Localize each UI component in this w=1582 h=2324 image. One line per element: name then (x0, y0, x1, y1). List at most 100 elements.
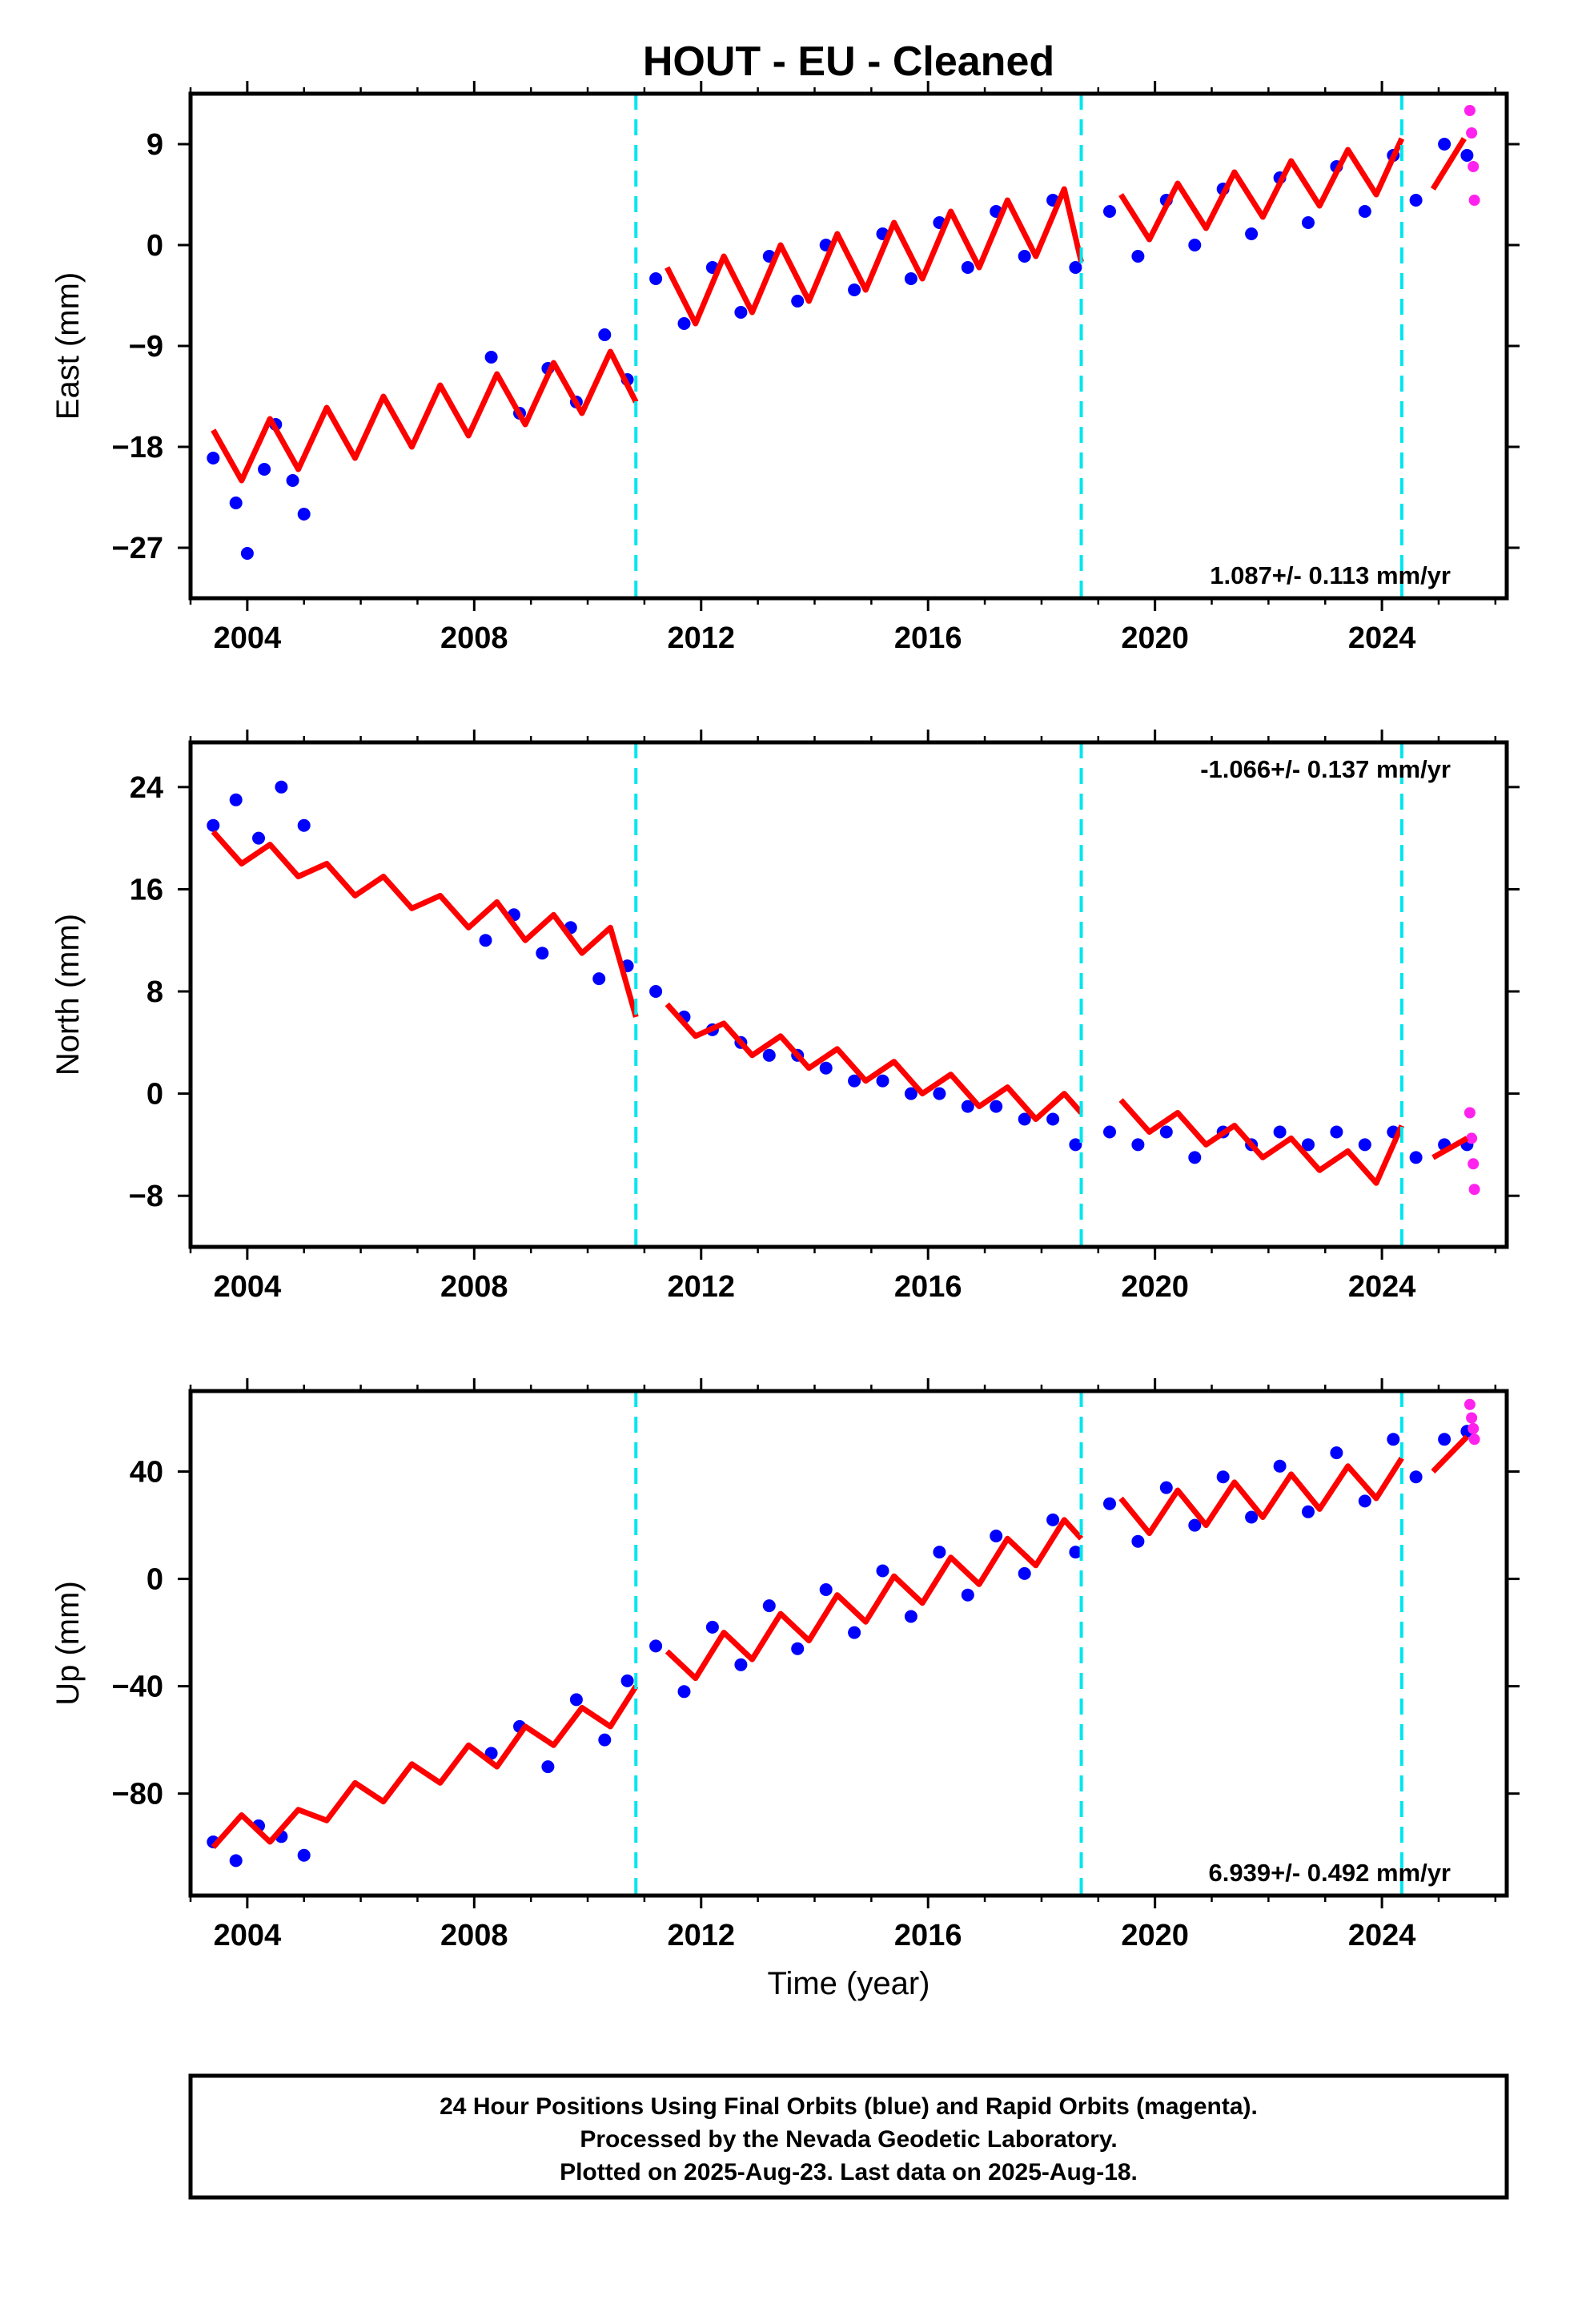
final-orbit-point (1131, 1534, 1145, 1548)
final-orbit-point (734, 306, 748, 319)
final-orbit-point (933, 1546, 946, 1559)
final-orbit-point (229, 497, 243, 509)
final-orbit-point (1103, 1497, 1116, 1510)
model-fit-line (1118, 137, 1405, 243)
x-tick-label: 2008 (440, 621, 508, 655)
final-orbit-point (1188, 1518, 1202, 1532)
x-axis-label: Time (year) (768, 1966, 930, 2001)
final-orbit-point (592, 972, 606, 986)
footer-line-2: Processed by the Nevada Geodetic Laborat… (580, 2126, 1117, 2153)
final-orbit-point (1245, 227, 1259, 240)
final-orbit-point (876, 1074, 889, 1088)
final-orbit-point (207, 818, 220, 832)
y-tick-label: 0 (147, 229, 163, 263)
final-orbit-point (1409, 1151, 1423, 1164)
final-orbit-point (286, 474, 299, 487)
final-orbit-point (904, 1087, 917, 1100)
final-orbit-point (961, 1100, 974, 1113)
final-orbit-point (1103, 1125, 1116, 1139)
final-orbit-point (734, 1658, 748, 1671)
final-orbit-point (1188, 1151, 1202, 1164)
rapid-orbit-point (1468, 161, 1480, 172)
final-orbit-point (961, 261, 974, 274)
final-orbit-point (990, 1530, 1003, 1542)
x-tick-label: 2016 (894, 1919, 962, 1952)
final-orbit-point (791, 1642, 805, 1655)
x-tick-label: 2016 (894, 621, 962, 655)
plot-frame (188, 91, 1509, 601)
final-orbit-point (677, 1685, 691, 1699)
model-fit-line (211, 1684, 639, 1850)
y-tick-label: 0 (147, 1563, 163, 1597)
y-tick-label: 0 (147, 1078, 163, 1112)
final-orbit-point (297, 818, 311, 832)
final-orbit-point (1018, 250, 1031, 263)
final-orbit-point (229, 1854, 243, 1868)
final-orbit-point (961, 1588, 974, 1602)
final-orbit-point (1302, 1138, 1315, 1152)
final-orbit-point (229, 793, 243, 806)
final-orbit-point (904, 1610, 917, 1623)
final-orbit-point (1069, 1138, 1082, 1152)
x-tick-label: 2020 (1121, 1919, 1189, 1952)
rapid-orbit-point (1464, 1398, 1476, 1410)
rapid-orbit-point (1466, 127, 1478, 139)
final-orbit-point (207, 452, 220, 464)
model-fit-line (211, 348, 639, 484)
east-panel: 2004 2008 2012 2016 2020 2024 −27 −18 −9 0 9 East (… (50, 81, 1520, 655)
model-fit-line (211, 830, 639, 1018)
rapid-orbit-point (1468, 195, 1480, 206)
final-orbit-point (904, 272, 917, 285)
final-orbit-point (240, 547, 254, 560)
final-orbit-point (252, 831, 265, 845)
final-orbit-point (848, 1074, 861, 1088)
final-orbit-point (1302, 216, 1315, 229)
final-orbit-point (1159, 1125, 1173, 1139)
model-fit-line (1431, 1434, 1469, 1474)
x-tick-label: 2012 (667, 1270, 735, 1304)
final-orbit-point (598, 1733, 612, 1747)
final-orbit-point (1358, 1494, 1371, 1508)
rate-annotation: -1.066+/- 0.137 mm/yr (1200, 755, 1451, 783)
final-orbit-point (1159, 1481, 1173, 1494)
rapid-orbit-point (1464, 1107, 1476, 1119)
rapid-orbit-point (1466, 1412, 1478, 1424)
final-orbit-point (1438, 138, 1452, 151)
y-tick-label: −9 (129, 330, 163, 364)
final-orbit-point (1069, 1546, 1082, 1559)
footer-line-3: Plotted on 2025-Aug-23. Last data on 202… (560, 2159, 1138, 2185)
final-orbit-point (1438, 1433, 1452, 1446)
x-tick-label: 2004 (214, 1919, 282, 1952)
model-fit-line (1118, 1098, 1405, 1186)
final-orbit-point (762, 1599, 776, 1613)
north-panel: 2004 2008 2012 2016 2020 2024 −8 0 8 16 24 North (m… (50, 730, 1520, 1304)
final-orbit-point (705, 1620, 719, 1634)
footer-box: 24 Hour Positions Using Final Orbits (bl… (188, 2073, 1509, 2200)
final-orbit-point (649, 985, 663, 998)
plot-area (207, 105, 1480, 560)
final-orbit-point (258, 463, 271, 476)
x-tick-label: 2024 (1348, 621, 1416, 655)
rapid-orbit-point (1468, 1158, 1480, 1170)
plot-frame (188, 1389, 1509, 1898)
final-orbit-point (1103, 205, 1116, 218)
y-axis-label: Up (mm) (50, 1581, 86, 1706)
model-fit-line (665, 1517, 1084, 1682)
final-orbit-point (1409, 1470, 1423, 1484)
y-tick-label: −8 (129, 1180, 163, 1213)
final-orbit-point (762, 1048, 776, 1062)
final-orbit-point (536, 947, 549, 960)
y-tick-label: 40 (130, 1456, 163, 1490)
final-orbit-point (1131, 250, 1145, 263)
plot-frame (188, 740, 1509, 1249)
final-orbit-point (819, 1583, 833, 1596)
final-orbit-point (297, 508, 311, 521)
x-tick-label: 2020 (1121, 621, 1189, 655)
final-orbit-point (1188, 239, 1202, 251)
final-orbit-point (876, 1564, 889, 1578)
model-fit-line (665, 1002, 1084, 1122)
model-fit-line (665, 186, 1084, 327)
final-orbit-point (1046, 1112, 1060, 1126)
final-orbit-point (1245, 1510, 1259, 1524)
y-axis-label: North (mm) (50, 914, 86, 1076)
